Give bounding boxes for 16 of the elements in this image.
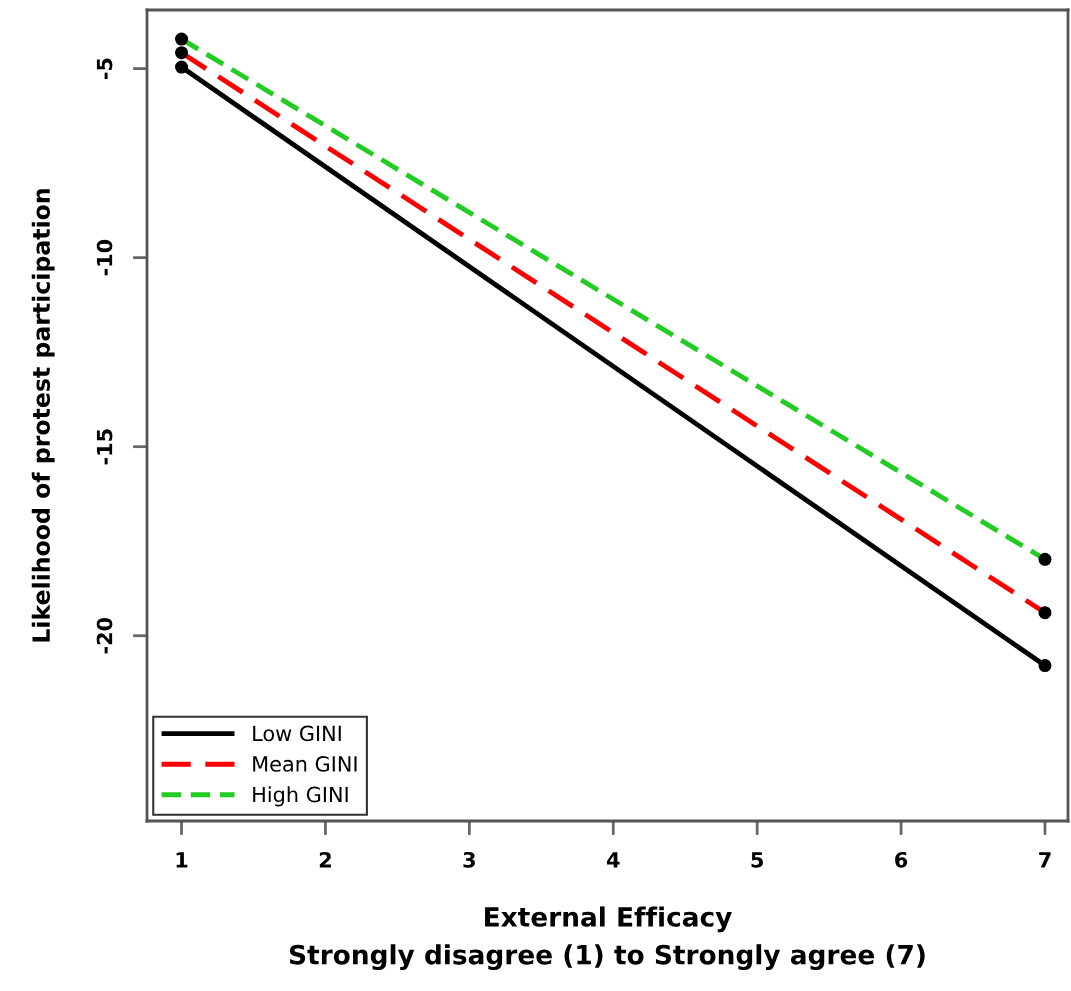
x-tick-label: 2 [319,851,331,868]
x-tick-label: 6 [895,851,908,868]
x-tick-label: 7 [1039,852,1051,868]
y-tick-label: -10 [96,239,113,276]
legend-label: Mean GINI [253,756,357,772]
y-axis-title: Likelihood of protest participation [31,189,55,642]
x-tick-label: 5 [751,852,763,868]
legend-label: Low GINI [253,725,341,742]
x-tick-label: 4 [606,852,620,868]
x-tick-label: 1 [176,852,188,868]
x-tick-label: 3 [463,851,475,868]
x-axis-title: External Efficacy Strongly disagree (1) to Strongly agree (7) [289,906,925,970]
y-tick-label: -5 [96,58,113,80]
legend-label: High GINI [253,786,348,807]
y-tick-label: -15 [96,429,113,465]
y-tick-label: -20 [96,617,113,654]
